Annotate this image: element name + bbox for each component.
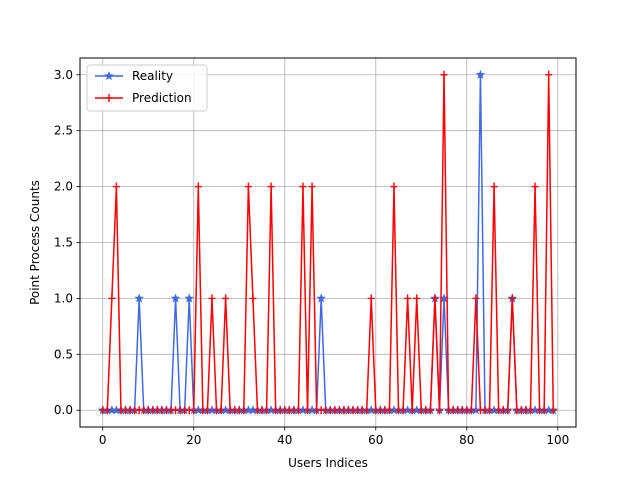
data-point-prediction [194, 182, 202, 191]
y-ticks: 0.0 0.5 1.0 1.5 2.0 2.5 3.0 [54, 68, 80, 417]
data-point-prediction [294, 406, 302, 415]
y-tick-label: 1.5 [54, 236, 73, 250]
x-tick-label: 40 [277, 433, 292, 447]
legend-prediction-marker [105, 94, 113, 102]
legend-reality-label: Reality [132, 69, 173, 83]
legend: Reality Prediction [86, 64, 208, 112]
legend-marker-reality [104, 70, 114, 81]
data-point-reality [471, 405, 481, 415]
data-point-prediction [472, 294, 480, 303]
data-point-prediction [440, 70, 448, 79]
data-point-prediction [222, 294, 230, 303]
y-tick-label: 0.0 [54, 403, 73, 417]
data-point-reality [316, 293, 326, 303]
data-point-prediction [363, 406, 371, 415]
data-point-prediction [486, 406, 494, 415]
y-axis-label: Point Process Counts [28, 180, 42, 305]
data-point-prediction [308, 182, 316, 191]
data-point-prediction [435, 406, 443, 415]
data-point-prediction [304, 406, 312, 415]
data-point-prediction [249, 294, 257, 303]
data-point-reality [475, 69, 486, 79]
data-point-prediction [531, 182, 539, 191]
data-point-prediction [203, 406, 211, 415]
series-lines [97, 69, 559, 415]
grid [80, 58, 576, 427]
data-point-prediction [385, 406, 393, 415]
data-point-prediction [526, 406, 534, 415]
y-tick-label: 3.0 [54, 68, 73, 82]
legend-marker-prediction [105, 94, 113, 102]
x-tick-label: 80 [459, 433, 474, 447]
data-point-prediction [404, 294, 412, 303]
data-point-prediction [545, 70, 553, 79]
data-point-prediction [267, 182, 275, 191]
data-point-prediction [413, 294, 421, 303]
x-tick-label: 100 [546, 433, 569, 447]
data-point-reality [184, 293, 195, 303]
data-point-prediction [190, 406, 198, 415]
plot-frame [79, 57, 577, 428]
legend-prediction-label: Prediction [132, 91, 192, 105]
data-point-prediction [467, 406, 475, 415]
data-point-prediction [217, 406, 225, 415]
data-point-prediction [108, 294, 116, 303]
data-point-prediction [299, 182, 307, 191]
y-tick-label: 2.0 [54, 180, 73, 194]
data-point-prediction [540, 406, 548, 415]
y-tick-label: 1.0 [54, 291, 73, 305]
data-point-prediction [549, 406, 557, 415]
data-point-prediction [390, 182, 398, 191]
data-point-reality [170, 293, 181, 303]
data-point-prediction [112, 182, 120, 191]
data-point-prediction [508, 294, 516, 303]
data-point-prediction [431, 294, 439, 303]
data-point-prediction [103, 406, 111, 415]
data-point-prediction [399, 406, 407, 415]
data-point-prediction [240, 406, 248, 415]
x-tick-label: 0 [99, 433, 107, 447]
data-point-prediction [263, 406, 271, 415]
x-axis-label: Users Indices [288, 456, 368, 470]
data-point-prediction [490, 182, 498, 191]
data-point-prediction [426, 406, 434, 415]
x-tick-label: 20 [186, 433, 201, 447]
x-ticks: 0 20 40 60 80 100 [99, 427, 569, 447]
series-prediction [99, 70, 557, 415]
legend-reality-marker [104, 70, 114, 81]
x-tick-label: 60 [368, 433, 383, 447]
data-point-prediction [367, 294, 375, 303]
data-point-prediction [244, 182, 252, 191]
data-point-prediction [408, 406, 416, 415]
data-point-prediction [208, 294, 216, 303]
y-tick-label: 2.5 [54, 124, 73, 138]
y-tick-label: 0.5 [54, 347, 73, 361]
data-point-reality [134, 293, 144, 303]
data-point-prediction [504, 406, 512, 415]
